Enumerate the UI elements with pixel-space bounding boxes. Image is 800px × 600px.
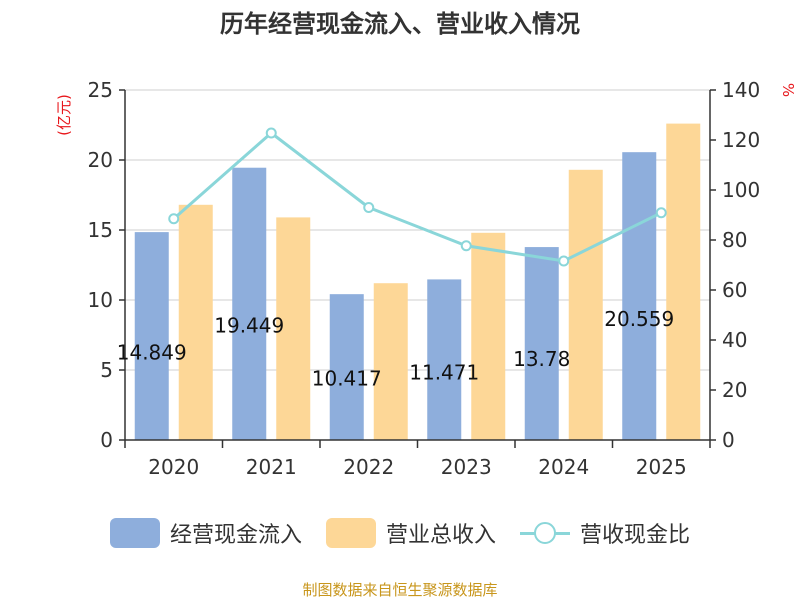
legend-swatch-cash-inflow <box>109 518 160 548</box>
bar-cash-inflow <box>232 167 267 441</box>
bars <box>134 123 701 441</box>
right-tick-label: 100 <box>722 178 760 202</box>
legend-item-ratio[interactable]: 营收现金比 <box>520 517 690 549</box>
chart-title: 历年经营现金流入、营业收入情况 <box>220 10 580 38</box>
bar-cash-inflow <box>134 232 169 440</box>
legend-item-cash-inflow[interactable]: 经营现金流入 <box>109 517 302 549</box>
legend-swatch-revenue <box>325 518 376 548</box>
x-tick-label: 2023 <box>441 455 492 479</box>
grid-lines <box>125 89 710 371</box>
right-tick-label: 60 <box>722 278 747 302</box>
x-tick-label: 2025 <box>636 455 687 479</box>
right-tick-label: 120 <box>722 128 760 152</box>
right-tick-label: 140 <box>722 78 760 102</box>
bar-cash-inflow <box>427 279 462 440</box>
legend-line-marker-icon <box>520 518 570 548</box>
legend-label-cash-inflow: 经营现金流入 <box>169 523 302 548</box>
source-note: 制图数据来自恒生聚源数据库 <box>302 581 498 599</box>
left-tick-label: 10 <box>88 288 113 312</box>
data-labels: 14.849 19.449 10.417 11.471 13.78 20.559 <box>117 307 674 391</box>
x-tick-label: 2024 <box>538 455 589 479</box>
ratio-point <box>363 202 375 213</box>
ratio-point <box>265 127 277 139</box>
x-tick-label: 2021 <box>246 455 297 479</box>
bar-revenue <box>666 123 701 440</box>
left-tick-label: 15 <box>88 218 113 242</box>
x-tick-label: 2022 <box>343 455 394 479</box>
bar-cash-inflow <box>329 294 364 440</box>
right-axis-unit: % <box>779 83 797 97</box>
legend-item-revenue[interactable]: 营业总收入 <box>325 517 496 549</box>
right-tick-label: 40 <box>722 328 747 352</box>
bar-revenue <box>373 283 408 440</box>
bar-cash-inflow <box>524 247 559 440</box>
bar-revenue <box>568 169 603 441</box>
legend-label-ratio: 营收现金比 <box>580 523 691 548</box>
left-tick-label: 5 <box>100 358 113 382</box>
data-label-cash-inflow: 20.559 <box>604 307 674 331</box>
legend-label-revenue: 营业总收入 <box>385 523 496 548</box>
right-tick-label: 80 <box>722 228 747 252</box>
data-label-cash-inflow: 19.449 <box>214 314 284 338</box>
ratio-point <box>460 240 472 252</box>
bar-revenue <box>178 204 213 440</box>
bar-cash-inflow <box>622 152 657 440</box>
right-tick-label: 20 <box>722 378 747 402</box>
left-tick-label: 0 <box>100 428 113 452</box>
legend: 经营现金流入 营业总收入 营收现金比 <box>0 517 800 549</box>
data-label-cash-inflow: 11.471 <box>409 361 479 385</box>
data-label-cash-inflow: 10.417 <box>312 367 382 391</box>
ratio-point <box>168 213 180 225</box>
left-tick-label: 20 <box>88 148 113 172</box>
ratio-point <box>655 207 667 219</box>
ratio-point <box>558 255 570 267</box>
ratio-line-path <box>172 131 662 263</box>
data-label-cash-inflow: 13.78 <box>513 347 570 371</box>
data-label-cash-inflow: 14.849 <box>117 341 187 365</box>
x-tick-label: 2020 <box>148 455 199 479</box>
ratio-line <box>168 127 667 267</box>
right-tick-label: 0 <box>722 428 735 452</box>
left-axis-unit: (亿元) <box>55 94 73 136</box>
left-tick-label: 25 <box>88 78 113 102</box>
bar-revenue <box>276 217 311 440</box>
bar-revenue <box>471 232 506 440</box>
